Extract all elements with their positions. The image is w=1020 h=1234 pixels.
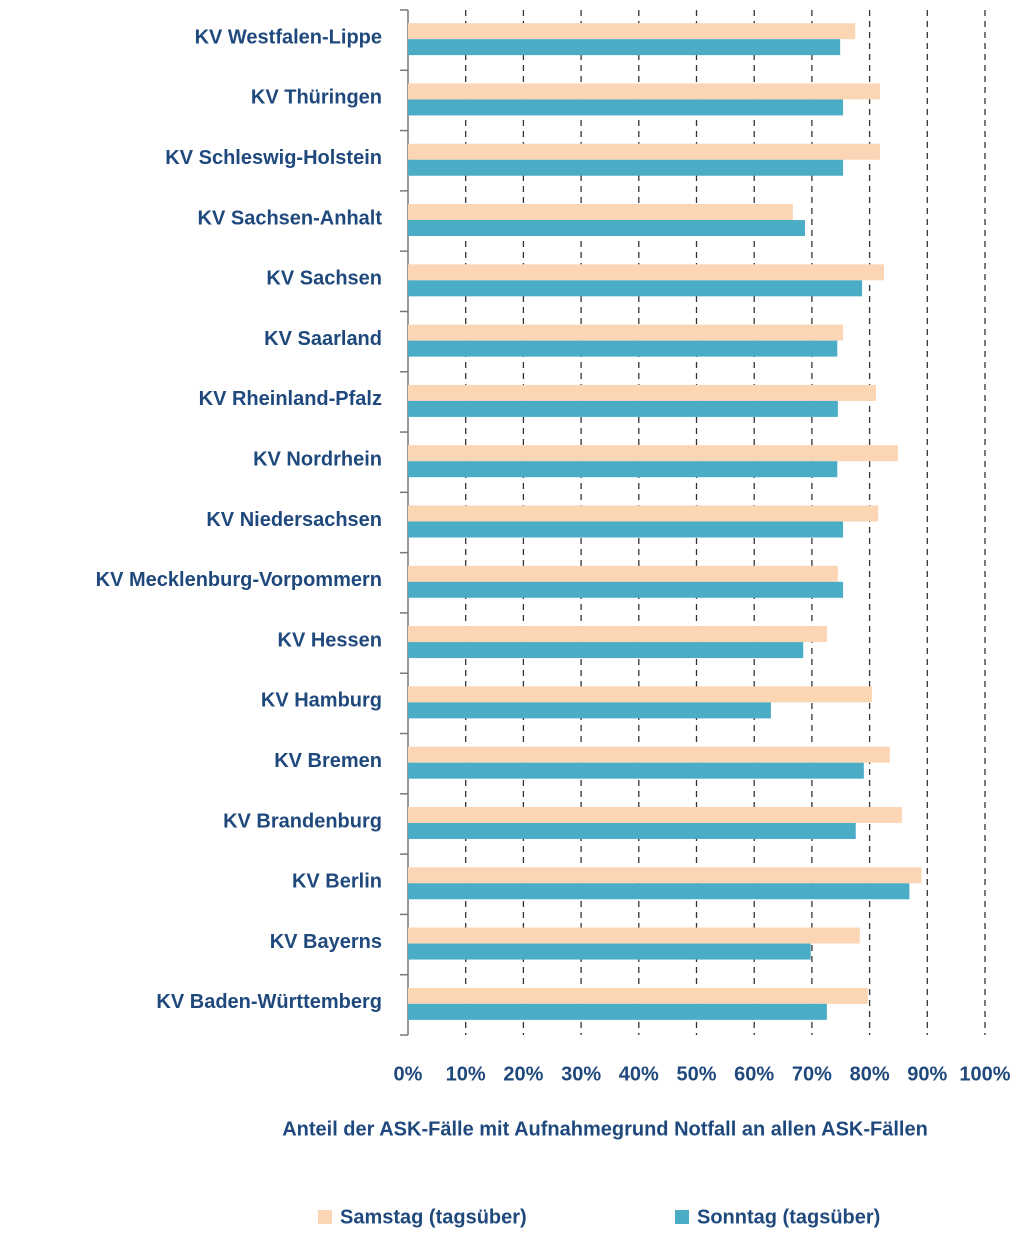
bar bbox=[408, 220, 805, 237]
legend-label: Samstag (tagsüber) bbox=[340, 1206, 527, 1228]
bar bbox=[408, 943, 811, 960]
bar bbox=[408, 581, 844, 598]
bar bbox=[408, 99, 844, 116]
y-tick-label: KV Saarland bbox=[264, 328, 382, 350]
y-tick-label: KV Brandenburg bbox=[223, 810, 382, 832]
legend-swatch bbox=[675, 1210, 689, 1224]
bar bbox=[408, 746, 890, 763]
bar bbox=[408, 867, 922, 884]
bar bbox=[408, 159, 844, 176]
y-tick-label: KV Westfalen-Lippe bbox=[195, 26, 382, 48]
bar bbox=[408, 702, 771, 719]
y-tick-label: KV Niedersachsen bbox=[206, 509, 382, 531]
y-tick-label: KV Schleswig-Holstein bbox=[165, 147, 382, 169]
x-tick-label: 20% bbox=[503, 1063, 543, 1085]
bar bbox=[408, 987, 868, 1004]
x-tick-label: 0% bbox=[394, 1063, 423, 1085]
bar bbox=[408, 143, 880, 160]
bar bbox=[408, 400, 838, 417]
x-tick-label: 60% bbox=[734, 1063, 774, 1085]
y-tick-label: KV Bayerns bbox=[270, 931, 382, 953]
y-tick-label: KV Sachsen-Anhalt bbox=[198, 207, 383, 229]
bar bbox=[408, 642, 804, 659]
bar bbox=[408, 1003, 827, 1020]
bar bbox=[408, 521, 844, 538]
x-tick-label: 70% bbox=[792, 1063, 832, 1085]
bar bbox=[408, 324, 844, 341]
x-tick-label: 80% bbox=[850, 1063, 890, 1085]
x-tick-label: 50% bbox=[676, 1063, 716, 1085]
y-tick-label: KV Mecklenburg-Vorpommern bbox=[96, 569, 382, 591]
bar bbox=[408, 23, 856, 40]
x-tick-label: 10% bbox=[446, 1063, 486, 1085]
bar bbox=[408, 806, 902, 823]
y-tick-label: KV Nordrhein bbox=[253, 448, 382, 470]
legend-swatch bbox=[318, 1210, 332, 1224]
bar bbox=[408, 927, 860, 944]
bar bbox=[408, 384, 876, 401]
bar bbox=[408, 565, 838, 582]
bar bbox=[408, 762, 864, 779]
x-tick-label: 100% bbox=[959, 1063, 1010, 1085]
y-tick-label: KV Hamburg bbox=[261, 690, 382, 712]
bar bbox=[408, 686, 872, 703]
y-tick-label: KV Rheinland-Pfalz bbox=[199, 388, 382, 410]
bar bbox=[408, 83, 880, 100]
bar bbox=[408, 626, 827, 643]
y-tick-label: KV Sachsen bbox=[266, 268, 382, 290]
bar bbox=[408, 204, 793, 221]
bar bbox=[408, 340, 838, 357]
y-tick-label: KV Thüringen bbox=[251, 87, 382, 109]
bar bbox=[408, 461, 838, 478]
bar bbox=[408, 883, 910, 900]
y-tick-label: KV Hessen bbox=[278, 629, 383, 651]
legend-label: Sonntag (tagsüber) bbox=[697, 1206, 880, 1228]
y-tick-label: KV Berlin bbox=[292, 871, 382, 893]
bar bbox=[408, 39, 841, 56]
x-tick-label: 30% bbox=[561, 1063, 601, 1085]
x-axis-title: Anteil der ASK-Fälle mit Aufnahmegrund N… bbox=[282, 1118, 928, 1140]
x-tick-label: 40% bbox=[619, 1063, 659, 1085]
x-tick-label: 90% bbox=[907, 1063, 947, 1085]
bar bbox=[408, 280, 863, 297]
bar bbox=[408, 822, 856, 839]
y-tick-label: KV Bremen bbox=[274, 750, 382, 772]
y-tick-label: KV Baden-Württemberg bbox=[156, 991, 382, 1013]
bar bbox=[408, 264, 885, 281]
bar bbox=[408, 505, 879, 522]
bar bbox=[408, 445, 898, 462]
